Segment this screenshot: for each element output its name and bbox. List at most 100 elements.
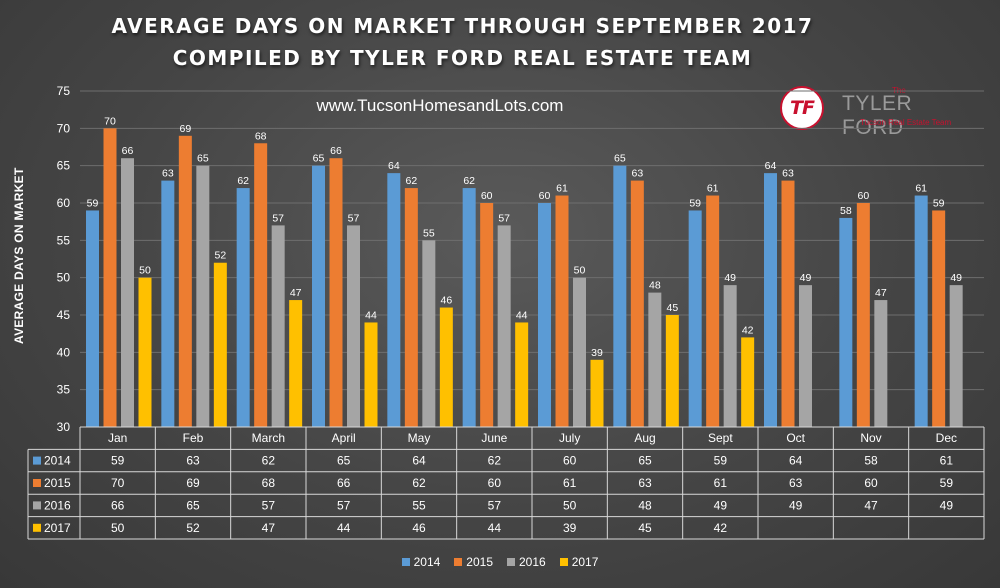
bar-2015 (480, 203, 494, 427)
bar-value-label: 50 (139, 265, 151, 277)
legend-swatch (507, 558, 515, 566)
bar-2017 (665, 315, 679, 427)
bar-value-label: 61 (915, 183, 927, 195)
table-cell: 70 (111, 476, 125, 490)
table-cell: 64 (789, 454, 803, 468)
chart-title-line-1: AVERAGE DAYS ON MARKET THROUGH SEPTEMBER… (111, 14, 814, 38)
legend-item: 2016 (507, 555, 546, 569)
bar-value-label: 49 (724, 272, 736, 284)
legend-swatch (559, 558, 568, 566)
bar-2015 (856, 203, 870, 427)
table-cell: 65 (186, 498, 200, 512)
x-category-label: April (332, 431, 356, 445)
x-category-label: Oct (786, 431, 805, 445)
table-cell: 50 (111, 521, 125, 535)
bar-value-label: 62 (463, 175, 475, 187)
bar-2017 (138, 277, 152, 427)
bar-value-label: 61 (556, 183, 568, 195)
table-cell: 63 (186, 454, 200, 468)
bar-2017 (741, 337, 755, 427)
table-cell: 50 (563, 498, 577, 512)
table-cell: 42 (714, 521, 728, 535)
table-cell: 69 (186, 476, 200, 490)
bar-value-label: 62 (237, 175, 249, 187)
bar-value-label: 44 (365, 309, 377, 321)
table-cell: 66 (337, 476, 351, 490)
bar-value-label: 45 (666, 302, 678, 314)
bar-value-label: 58 (840, 205, 852, 217)
bar-2015 (706, 195, 720, 427)
bar-value-label: 63 (782, 168, 794, 180)
legend-item: 2017 (559, 555, 598, 569)
bar-value-label: 66 (122, 145, 134, 157)
table-cell: 57 (337, 498, 351, 512)
table-cell: 60 (563, 454, 577, 468)
bar-value-label: 57 (272, 212, 284, 224)
bar-value-label: 59 (87, 197, 99, 209)
bar-2014 (312, 165, 325, 427)
bar-value-label: 49 (950, 272, 962, 284)
bar-2016 (949, 285, 963, 427)
table-series-name: 2017 (44, 521, 71, 535)
x-category-label: March (252, 431, 285, 445)
bar-value-label: 65 (614, 153, 626, 165)
table-cell: 57 (262, 498, 276, 512)
bar-value-label: 65 (197, 153, 209, 165)
bar-2017 (364, 322, 378, 427)
table-cell: 44 (488, 521, 502, 535)
table-cell: 58 (864, 454, 878, 468)
bar-value-label: 61 (707, 183, 719, 195)
bar-2016 (648, 292, 662, 427)
bar-value-label: 60 (539, 190, 551, 202)
legend-label: 2014 (413, 555, 441, 569)
bar-2014 (764, 173, 777, 427)
bar-2016 (196, 165, 210, 427)
bar-value-label: 42 (742, 324, 754, 336)
bar-2014 (86, 210, 99, 427)
bar-2015 (404, 188, 418, 427)
bar-2017 (515, 322, 529, 427)
y-tick-label: 55 (57, 233, 71, 247)
table-legend-swatch (33, 501, 41, 510)
table-cell: 48 (638, 498, 652, 512)
bar-2015 (781, 180, 795, 427)
bar-2016 (497, 225, 511, 427)
table-cell: 59 (111, 454, 125, 468)
x-category-label: Aug (634, 431, 655, 445)
bar-value-label: 52 (214, 250, 226, 262)
legend-label: 2015 (466, 555, 493, 569)
table-cell: 61 (940, 454, 954, 468)
tf-badge-icon: TF (780, 86, 824, 130)
table-cell: 60 (864, 476, 878, 490)
bar-2016 (121, 158, 134, 427)
table-series-name: 2016 (44, 498, 71, 512)
y-tick-label: 70 (57, 121, 71, 135)
table-cell: 39 (563, 521, 577, 535)
logo-subtitle: Tucson Real Estate Team (860, 118, 952, 127)
table-cell: 44 (337, 521, 351, 535)
bar-2016 (874, 300, 888, 427)
table-cell: 59 (940, 476, 954, 490)
table-cell: 60 (488, 476, 502, 490)
bar-2015 (329, 158, 343, 427)
bar-2014 (914, 195, 928, 427)
bar-2017 (213, 262, 227, 427)
table-cell: 64 (412, 454, 426, 468)
bar-2015 (555, 195, 569, 427)
bar-value-label: 60 (857, 190, 869, 202)
table-legend-swatch (33, 523, 41, 532)
bar-value-label: 65 (313, 153, 325, 165)
bar-value-label: 63 (162, 168, 174, 180)
bar-2016 (347, 225, 360, 427)
bar-2014 (387, 173, 401, 427)
website-url: www.TucsonHomesandLots.com (316, 96, 564, 115)
table-cell: 62 (412, 476, 426, 490)
bar-2015 (254, 143, 268, 427)
bar-2015 (178, 135, 192, 428)
bar-value-label: 64 (388, 160, 400, 172)
table-cell: 62 (262, 454, 276, 468)
bar-2014 (839, 217, 853, 427)
chart-legend: 2014 2015 2016 2017 (0, 555, 1000, 569)
logo-name: TYLER FORD (842, 92, 913, 139)
